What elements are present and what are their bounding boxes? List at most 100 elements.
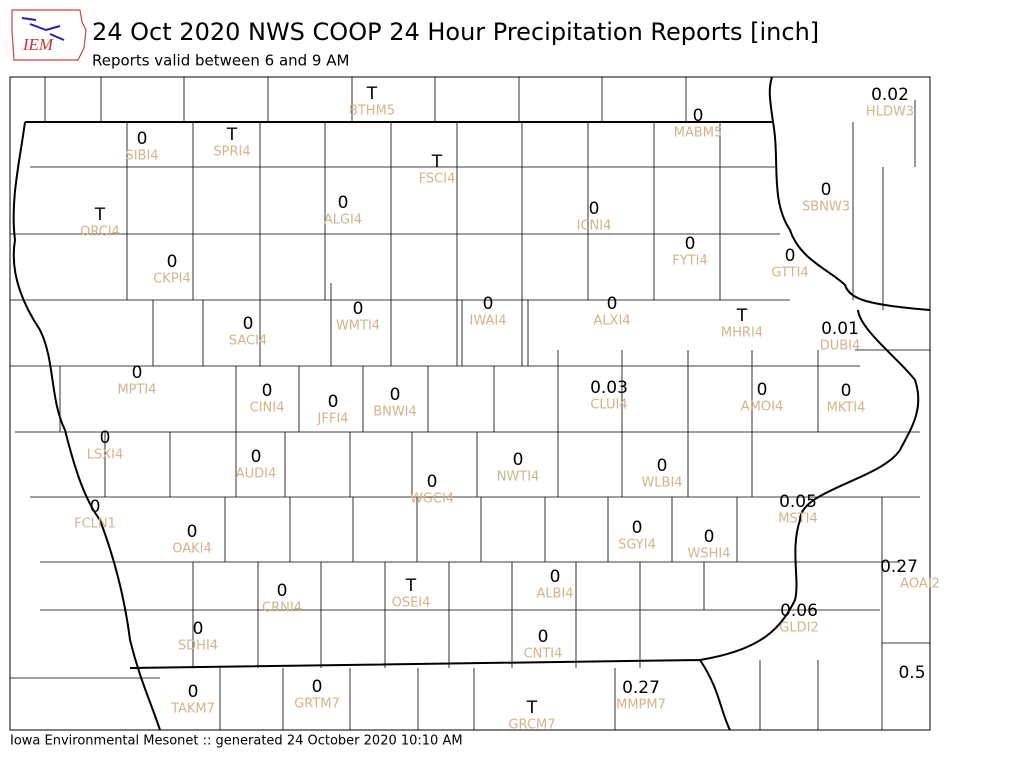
station-value: T xyxy=(526,698,538,718)
station-id: MPTI4 xyxy=(117,383,156,398)
station-id: CRNI4 xyxy=(262,601,302,616)
station-id: CKPI4 xyxy=(153,272,191,287)
station-value: 0 xyxy=(353,299,364,319)
station-id: MMPM7 xyxy=(616,698,666,713)
station-value: 0 xyxy=(100,428,111,448)
station-value: 0 xyxy=(685,234,696,254)
station-id: CNTI4 xyxy=(524,647,563,662)
station-id: WMTI4 xyxy=(336,319,380,334)
station-id: SPRI4 xyxy=(213,145,250,160)
station-value: 0 xyxy=(632,518,643,538)
station-value: 0 xyxy=(483,294,494,314)
station-id: SIBI4 xyxy=(125,149,158,164)
station-value: 0 xyxy=(251,447,262,467)
station-id: HLDW3 xyxy=(866,105,914,120)
station-id: DUBI4 xyxy=(820,339,861,354)
station-value: 0 xyxy=(821,180,832,200)
station-value: T xyxy=(94,205,106,225)
station-id: CLUI4 xyxy=(590,398,627,413)
station-value: 0 xyxy=(187,522,198,542)
station-value: 0.27 xyxy=(622,678,660,698)
station-id: CINI4 xyxy=(250,401,285,416)
station-value: 0 xyxy=(338,193,349,213)
station-id: WSHI4 xyxy=(688,547,731,562)
station-id: MHRI4 xyxy=(721,326,763,341)
station-value: 0.5 xyxy=(898,663,925,683)
station-id: ICNI4 xyxy=(577,219,612,234)
station-id: OAKI4 xyxy=(172,542,212,557)
station-value: 0 xyxy=(513,450,524,470)
station-id: IWAI4 xyxy=(470,314,507,329)
station-id: SDHI4 xyxy=(178,639,218,654)
station-id: BTHM5 xyxy=(349,104,395,119)
station-value: 0 xyxy=(277,581,288,601)
title: 24 Oct 2020 NWS COOP 24 Hour Precipitati… xyxy=(92,18,819,46)
station-id: GTTI4 xyxy=(771,266,808,281)
station-value: 0 xyxy=(589,199,600,219)
station-value: T xyxy=(226,125,238,145)
subtitle: Reports valid between 6 and 9 AM xyxy=(92,52,349,70)
station-value: 0 xyxy=(243,314,254,334)
station-value: 0.06 xyxy=(780,601,818,621)
station-value: 0.03 xyxy=(590,378,628,398)
station-value: 0 xyxy=(390,385,401,405)
station-value: 0 xyxy=(550,567,561,587)
station-id: MKTI4 xyxy=(827,401,866,416)
station-id: TAKM7 xyxy=(170,702,215,717)
station-value: 0 xyxy=(328,392,339,412)
station-value: 0 xyxy=(657,456,668,476)
station-id: JFFI4 xyxy=(317,412,349,427)
station-value: 0 xyxy=(137,129,148,149)
station-value: 0 xyxy=(427,472,438,492)
station-id: WLBI4 xyxy=(641,476,682,491)
map-lines xyxy=(9,76,931,731)
station-id: FYTI4 xyxy=(672,254,707,269)
station-value: 0 xyxy=(693,106,704,126)
station-id: LSXI4 xyxy=(87,448,124,463)
station-value: 0 xyxy=(262,381,273,401)
station-id: AUDI4 xyxy=(236,467,277,482)
station-value: 0 xyxy=(607,294,618,314)
station-id: MABM5 xyxy=(674,126,723,141)
station-id: ALXI4 xyxy=(593,314,630,329)
station-value: 0 xyxy=(757,380,768,400)
station-id: GRTM7 xyxy=(294,697,340,712)
station-id: MSTI4 xyxy=(778,512,818,527)
station-value: 0 xyxy=(90,497,101,517)
station-value: 0.05 xyxy=(779,492,817,512)
station-value: 0 xyxy=(193,619,204,639)
station-id: GLDI2 xyxy=(779,621,818,636)
station-value: 0.02 xyxy=(871,85,909,105)
station-id: BNWI4 xyxy=(373,405,417,420)
station-value: 0 xyxy=(167,252,178,272)
station-id: NWTI4 xyxy=(497,470,540,485)
station-id: OSEI4 xyxy=(392,596,431,611)
station-id: AMOI4 xyxy=(741,400,783,415)
station-value: 0 xyxy=(188,682,199,702)
station-value: 0 xyxy=(785,246,796,266)
logo-text: IEM xyxy=(22,35,54,54)
station-id: ALGI4 xyxy=(324,213,362,228)
station-id: SBNW3 xyxy=(802,200,850,215)
station-id: FCLN1 xyxy=(74,517,116,532)
station-value: 0 xyxy=(132,363,143,383)
station-id: SACI4 xyxy=(229,334,267,349)
station-value: T xyxy=(405,576,417,596)
station-value: 0 xyxy=(704,527,715,547)
station-value: 0.27 xyxy=(880,557,918,577)
station-id: SGYI4 xyxy=(618,538,656,553)
station-id: AOAI2 xyxy=(900,577,940,592)
station-value: 0 xyxy=(538,627,549,647)
station-id: GRCM7 xyxy=(508,718,555,733)
station-value: T xyxy=(431,152,443,172)
footer: Iowa Environmental Mesonet :: generated … xyxy=(10,734,463,749)
station-id: ORCI4 xyxy=(80,225,120,240)
station-value: 0 xyxy=(841,381,852,401)
station-value: T xyxy=(366,84,378,104)
station-id: FSCI4 xyxy=(419,172,456,187)
station-id: WGCI4 xyxy=(410,492,454,507)
station-value: 0 xyxy=(312,677,323,697)
station-id: ALBI4 xyxy=(536,587,573,602)
